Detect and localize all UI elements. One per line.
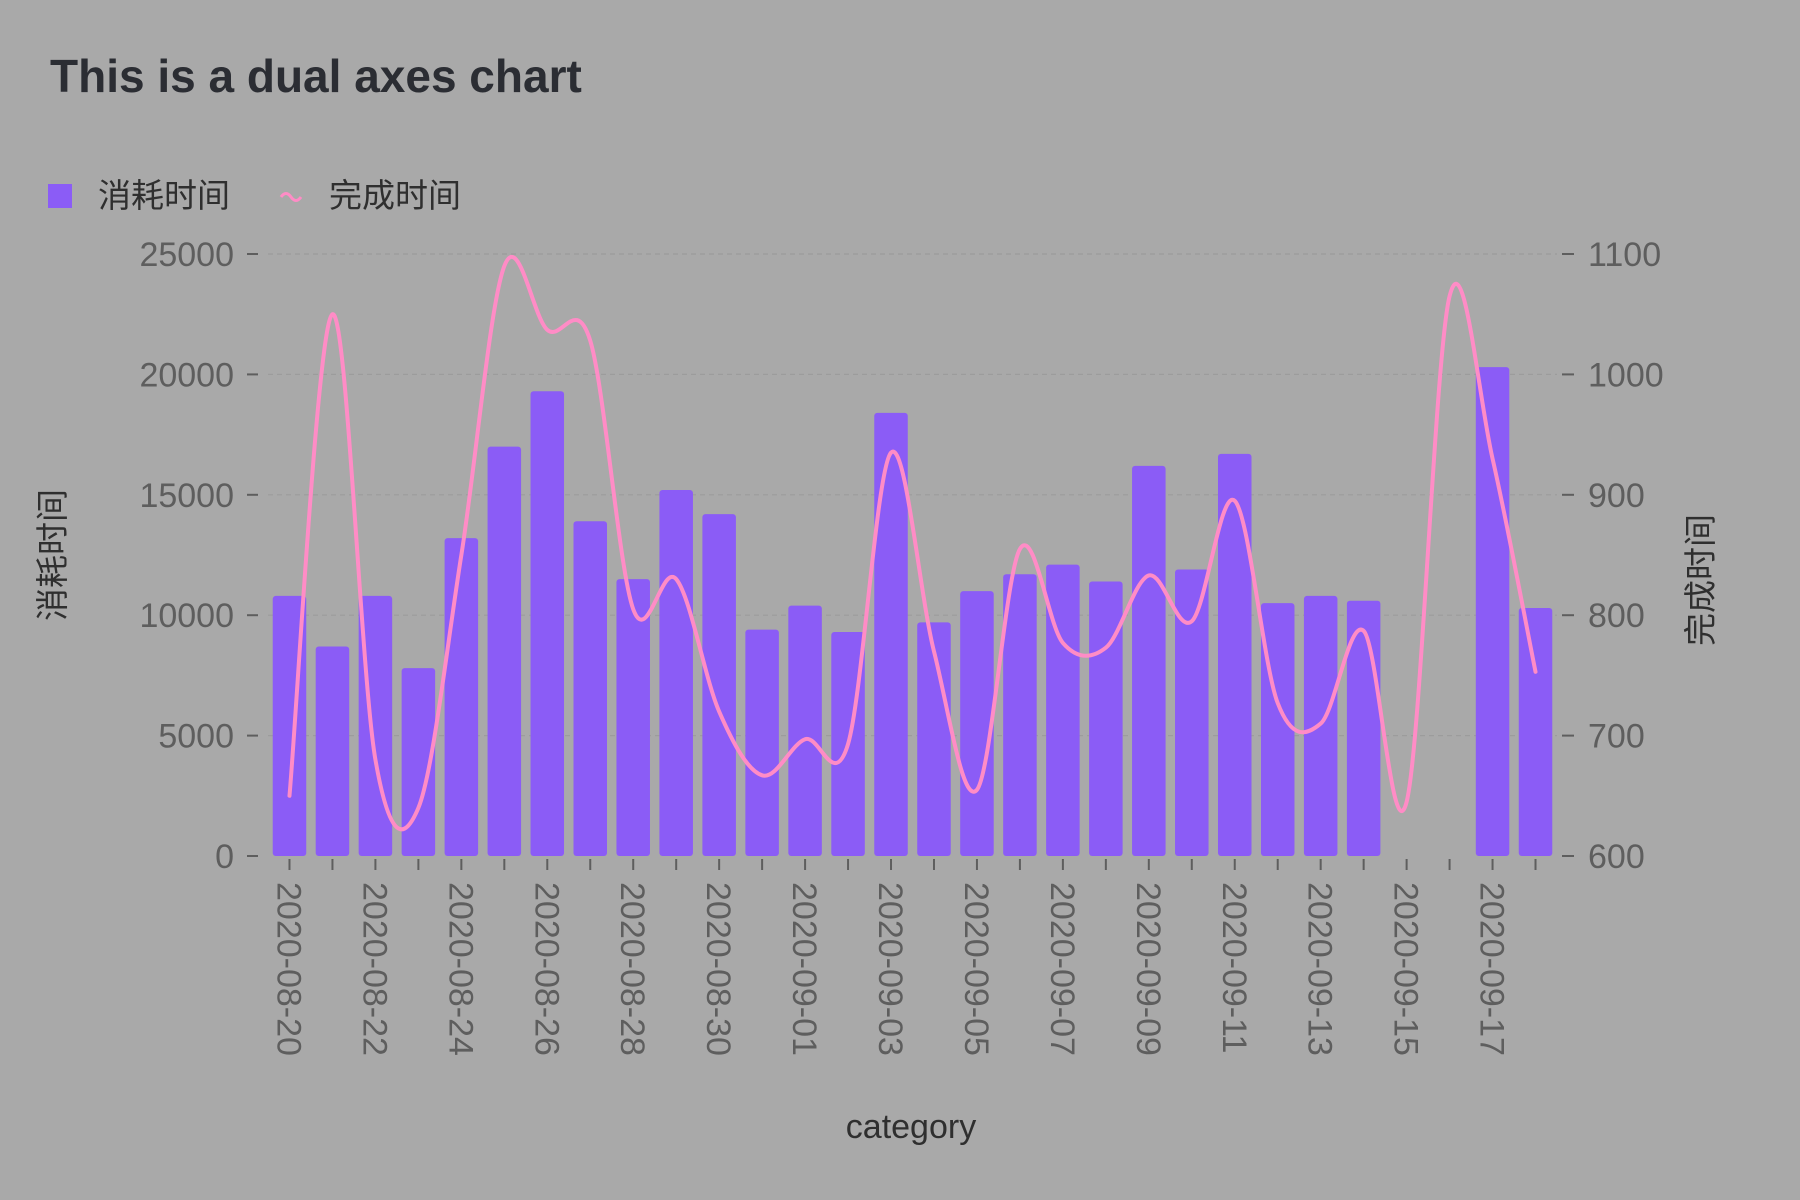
bar[interactable]	[1132, 465, 1166, 856]
right-y-tick-label: 700	[1588, 718, 1645, 756]
grid	[268, 253, 1557, 737]
bar[interactable]	[487, 446, 522, 856]
legend-bar-swatch	[48, 184, 72, 208]
right-y-tick-label: 600	[1588, 838, 1645, 876]
bar[interactable]	[1518, 607, 1553, 856]
right-y-tick-label: 1100	[1588, 236, 1661, 274]
bar[interactable]	[573, 521, 608, 856]
bar[interactable]	[1217, 453, 1252, 856]
legend-line-swatch	[279, 192, 303, 202]
left-y-tick-label: 20000	[139, 356, 234, 394]
x-tick-label: 2020-09-13	[1301, 882, 1339, 1056]
bar[interactable]	[702, 514, 736, 856]
x-tick-label: 2020-09-15	[1387, 882, 1425, 1056]
bar[interactable]	[315, 646, 350, 856]
x-tick-label: 2020-09-03	[871, 882, 909, 1056]
bar[interactable]	[1046, 564, 1080, 856]
bar[interactable]	[401, 668, 436, 856]
left-y-tick-label: 25000	[139, 236, 234, 274]
bar[interactable]	[1003, 574, 1037, 856]
x-tick-label: 2020-09-07	[1043, 882, 1081, 1056]
left-y-tick-label: 5000	[158, 718, 234, 756]
bar[interactable]	[659, 489, 693, 856]
axes: 0 5000 10000 15000 20000 25000 600 700 800 900 100…	[139, 236, 1663, 1056]
x-tick-label: 2020-08-26	[527, 882, 565, 1056]
line-series	[287, 254, 1538, 832]
chart-title: This is a dual axes chart	[50, 50, 582, 102]
left-y-tick-label: 15000	[139, 477, 234, 515]
x-tick-label: 2020-09-09	[1129, 882, 1167, 1056]
x-tick-label: 2020-09-05	[957, 882, 995, 1056]
bar[interactable]	[1089, 581, 1123, 856]
right-axis-title: 完成时间	[1681, 514, 1720, 646]
x-tick-label: 2020-08-30	[699, 882, 737, 1056]
legend: 消耗时间 完成时间	[48, 176, 461, 215]
bar[interactable]	[960, 591, 994, 856]
bar[interactable]	[874, 412, 908, 856]
x-tick-label: 2020-09-17	[1473, 882, 1511, 1056]
bar[interactable]	[444, 538, 479, 856]
legend-item-bar[interactable]: 消耗时间	[98, 176, 230, 215]
x-tick-label: 2020-08-22	[355, 882, 393, 1056]
left-axis-title: 消耗时间	[33, 489, 72, 621]
x-axis-title: category	[846, 1108, 976, 1146]
bar[interactable]	[616, 579, 650, 856]
x-tick-label: 2020-08-28	[613, 882, 651, 1056]
right-y-tick-label: 800	[1588, 597, 1645, 635]
right-y-tick-label: 1000	[1588, 356, 1664, 394]
bar[interactable]	[745, 629, 779, 856]
x-tick-label: 2020-08-20	[269, 882, 307, 1056]
x-tick-label: 2020-08-24	[441, 882, 479, 1056]
right-y-tick-label: 900	[1588, 477, 1645, 515]
bar[interactable]	[1475, 367, 1510, 856]
legend-item-line[interactable]: 完成时间	[329, 176, 461, 215]
bar[interactable]	[788, 605, 822, 856]
left-y-tick-label: 0	[215, 838, 234, 876]
line-path[interactable]	[287, 254, 1538, 832]
bar[interactable]	[530, 391, 565, 856]
x-tick-label: 2020-09-11	[1215, 882, 1253, 1053]
bar-series	[272, 367, 1553, 856]
bar[interactable]	[1175, 569, 1209, 856]
x-tick-label: 2020-09-01	[785, 882, 823, 1056]
left-y-tick-label: 10000	[139, 597, 234, 635]
